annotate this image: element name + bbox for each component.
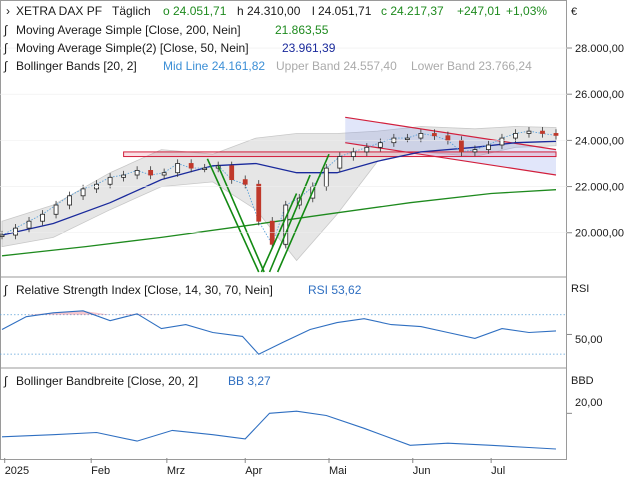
price-tick-label: 20.000,00: [575, 228, 624, 240]
candle-body: [242, 179, 248, 185]
candle-body: [13, 227, 18, 236]
candle-body: [67, 195, 72, 206]
green-fan-line-5: [276, 153, 330, 273]
rsi-pane: [0, 310, 572, 355]
candle-body: [229, 165, 235, 181]
interval-label: Täglich: [112, 4, 151, 18]
red-channel-top-line: [345, 116, 557, 151]
legend-ma200-icon: ∫: [3, 23, 8, 37]
candle-body: [0, 234, 5, 237]
green-fan-line-1: [206, 158, 260, 273]
candle-body: [459, 139, 464, 153]
candle-body: [499, 137, 505, 146]
legend-ma50-icon: ∫: [3, 41, 8, 55]
candle-body: [377, 142, 383, 148]
rsi-overbought-fill: [2, 310, 556, 315]
axes: 28.000,00 26.000,00 24.000,00 22.000,00 20.0…: [0, 43, 624, 477]
bollinger-band-area: [1, 126, 557, 262]
candle-body: [364, 146, 370, 153]
header-legend: › XETRA DAX PF Täglich o 24.051,71 h 24.…: [3, 4, 603, 409]
legend-ma50-label[interactable]: Moving Average Simple(2) [Close, 50, Nei…: [16, 41, 249, 55]
price-tick-label: 22.000,00: [575, 182, 624, 194]
legend-bbw-label[interactable]: Bollinger Bandbreite [Close, 20, 2]: [16, 374, 198, 388]
candle-body: [337, 156, 343, 169]
green-fan-line-2: [217, 165, 265, 273]
change-pct-value: +1,03%: [506, 4, 547, 18]
legend-ma200-label[interactable]: Moving Average Simple [Close, 200, Nein]: [16, 23, 241, 37]
candle-body: [526, 130, 532, 134]
candle-body: [323, 167, 329, 187]
month-label: Apr: [245, 465, 262, 477]
candle-body: [188, 163, 194, 169]
low-value: l 24.051,71: [312, 4, 372, 18]
candle-body: [175, 163, 181, 174]
month-label: Mai: [329, 465, 347, 477]
candle-body: [40, 213, 45, 222]
month-label: Jun: [413, 465, 431, 477]
month-label: 2025: [5, 465, 29, 477]
candle-body: [53, 204, 59, 215]
candle-body: [431, 133, 437, 137]
candle-body: [540, 130, 545, 134]
legend-rsi-icon: ∫: [3, 283, 8, 297]
month-label: Jul: [491, 465, 505, 477]
change-value: +247,01: [457, 4, 501, 18]
legend-bb-upper: Upper Band 24.557,40: [276, 59, 397, 73]
legend-bb-mid: Mid Line 24.161,82: [163, 59, 265, 73]
bbw-pane-tag: BBD: [571, 375, 594, 387]
candle-body: [121, 174, 127, 178]
green-fan-line-4: [268, 174, 311, 273]
currency-label: €: [571, 6, 577, 18]
candle-body: [445, 135, 451, 141]
rsi-line: [1, 310, 557, 355]
legend-rsi-label[interactable]: Relative Strength Index [Close, 14, 30, …: [16, 283, 273, 297]
rsi-tick-label: 50,00: [575, 334, 603, 346]
candle-body: [513, 133, 518, 139]
month-label: Feb: [91, 465, 110, 477]
price-tick-label: 28.000,00: [575, 43, 624, 55]
high-value: h 24.310,00: [237, 4, 301, 18]
candle-body: [26, 220, 32, 229]
legend-expand-icon[interactable]: ›: [6, 4, 10, 18]
legend-rsi-value: RSI 53,62: [308, 283, 362, 297]
candle-body: [161, 172, 167, 176]
candle-body: [202, 167, 208, 170]
month-label: Mrz: [167, 465, 185, 477]
red-channel-area: [345, 117, 556, 176]
legend-bbw-icon: ∫: [3, 374, 8, 388]
candle-body: [80, 188, 86, 197]
candle-body: [256, 183, 262, 222]
candle-body: [134, 169, 140, 176]
price-tick-label: 26.000,00: [575, 89, 624, 101]
candle-body: [283, 204, 289, 245]
legend-ma200-value: 21.863,55: [275, 23, 329, 37]
legend-bbw-value: BB 3,27: [228, 374, 271, 388]
candle-body: [404, 137, 410, 140]
bbw-pane: [1, 410, 572, 450]
bbw-line: [1, 410, 557, 450]
legend-bb-icon: ∫: [3, 59, 8, 73]
price-tick-label: 24.000,00: [575, 135, 624, 147]
instrument-title: XETRA DAX PF: [16, 4, 102, 18]
candle-body: [148, 169, 154, 176]
chart-frame: [0, 0, 567, 460]
bbw-tick-label: 20,00: [575, 397, 603, 409]
legend-ma50-value: 23.961,39: [282, 41, 336, 55]
close-value: c 24.217,37: [381, 4, 444, 18]
rsi-pane-tag: RSI: [571, 283, 589, 295]
candle-body: [350, 151, 356, 157]
legend-bb-label[interactable]: Bollinger Bands [20, 2]: [16, 59, 137, 73]
legend-bb-lower: Lower Band 23.766,24: [411, 59, 532, 73]
candle-body: [418, 133, 424, 139]
open-value: o 24.051,71: [163, 4, 227, 18]
price-pane: [0, 116, 559, 273]
candle-body: [553, 133, 559, 136]
candle-body: [107, 176, 113, 185]
candle-body: [472, 149, 478, 153]
candle-body: [486, 144, 491, 151]
